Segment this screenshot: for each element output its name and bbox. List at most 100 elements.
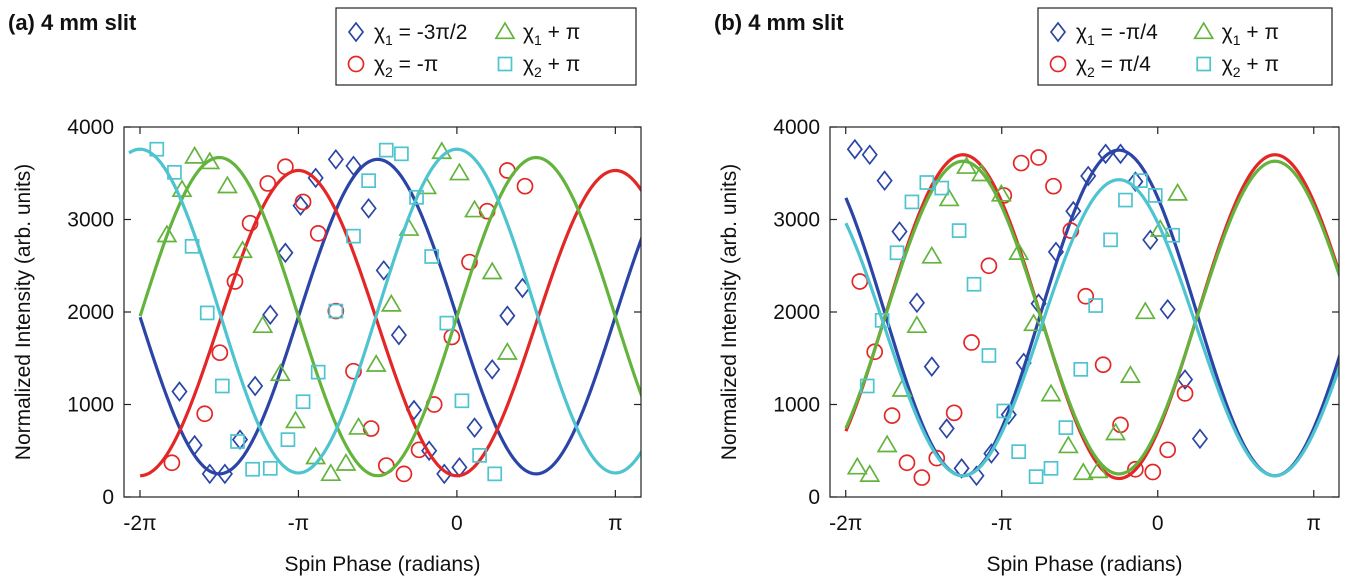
data-point (913, 469, 931, 486)
data-point (328, 303, 344, 319)
data-point (309, 225, 327, 242)
data-point (211, 344, 229, 362)
data-point (436, 463, 453, 485)
data-point (898, 454, 916, 472)
legend-label-main: χ (374, 21, 385, 44)
y-tick-label: 0 (102, 486, 114, 509)
data-point (1097, 143, 1114, 165)
legend-label: χ2 + π (1222, 53, 1279, 80)
data-point (454, 393, 470, 409)
data-point (861, 144, 878, 166)
data-point (883, 407, 901, 424)
data-point (1087, 460, 1109, 479)
data-point (410, 441, 428, 459)
x-tick-label: -2π (123, 512, 156, 535)
data-point (499, 305, 516, 327)
data-point (1045, 177, 1062, 195)
data-point (186, 434, 203, 456)
data-point (247, 375, 264, 397)
series-2 (138, 141, 641, 482)
data-point (923, 356, 940, 377)
legend-label-main: χ (523, 53, 534, 76)
data-point (361, 173, 376, 188)
data-point (1176, 385, 1194, 402)
chart-1: (b) 4 mm slit 0 1000 2000 3000 4000 -2π -π 0 π Spi… (714, 7, 1340, 576)
legend-label-main: χ (1076, 53, 1087, 76)
data-point (1000, 404, 1017, 426)
series-3 (844, 173, 1339, 484)
data-point (904, 194, 920, 210)
data-point (874, 312, 890, 328)
data-point (1030, 149, 1047, 166)
data-point (1011, 444, 1027, 460)
data-point (934, 180, 950, 196)
data-point (461, 253, 478, 271)
legend-label-rest: = -π/4 (1095, 21, 1158, 44)
series-3-2 (138, 148, 641, 485)
data-point (1147, 188, 1163, 203)
data-point (1127, 460, 1144, 478)
data-point (380, 293, 402, 312)
y-tick-label: 0 (808, 486, 820, 509)
data-point (320, 463, 342, 482)
data-point (439, 315, 455, 331)
data-point (980, 257, 998, 275)
data-point (846, 456, 868, 475)
legend-marker-square (1196, 56, 1212, 72)
data-point (390, 324, 407, 346)
y-axis-label: Normalized Intensity (arb. units) (12, 164, 35, 460)
data-point (1012, 154, 1030, 172)
legend-label-main: χ (1076, 21, 1087, 44)
fit-curve (844, 178, 1339, 478)
legend-label-main: χ (523, 21, 534, 44)
data-point (1040, 383, 1062, 402)
y-tick-label: 3000 (773, 209, 820, 232)
series-3 (128, 141, 641, 482)
data-point (409, 189, 424, 205)
legend-entry: χ2 + π (497, 53, 580, 80)
data-point (360, 198, 377, 219)
legend-label-main: χ (1222, 21, 1233, 44)
data-point (953, 457, 970, 479)
legend-marker-circle (1049, 55, 1067, 73)
legend-entry: χ1 = -π/4 (1049, 21, 1158, 48)
legend-entry: χ1 + π (1193, 21, 1279, 48)
legend-marker-diamond (347, 21, 365, 43)
data-point (394, 146, 409, 162)
series-1 (140, 158, 641, 483)
data-point (199, 305, 215, 321)
data-point (891, 221, 908, 242)
x-tick-label: -π (288, 512, 309, 535)
data-point (1142, 229, 1159, 251)
legend-label-main: χ (1222, 53, 1233, 76)
data-point (277, 242, 294, 264)
legend-marker-square (497, 56, 513, 72)
data-point (1105, 422, 1127, 441)
data-point (938, 188, 960, 207)
data-point (1103, 232, 1118, 248)
legend-entry: χ2 = -π (347, 53, 438, 80)
data-point (464, 199, 486, 218)
data-point (1028, 469, 1044, 484)
data-point (466, 417, 483, 439)
y-tick-label: 4000 (773, 116, 820, 139)
fit-curve (138, 157, 641, 476)
data-point (1073, 362, 1089, 377)
data-point (405, 399, 423, 421)
data-point (481, 261, 503, 280)
legend-label-sub: 1 (1087, 32, 1095, 48)
y-tick-label: 2000 (67, 301, 114, 324)
data-point (956, 156, 978, 174)
data-point (1077, 287, 1095, 305)
legend-label-rest: + π (542, 21, 580, 44)
data-point (348, 416, 370, 435)
data-point (851, 273, 869, 290)
data-point (262, 304, 279, 326)
data-point (294, 193, 312, 211)
data-point (1047, 241, 1065, 263)
legend-label-rest: + π (542, 53, 580, 76)
data-point (996, 403, 1012, 419)
legend-marker-triangle (1193, 21, 1215, 40)
data-point (345, 155, 362, 177)
